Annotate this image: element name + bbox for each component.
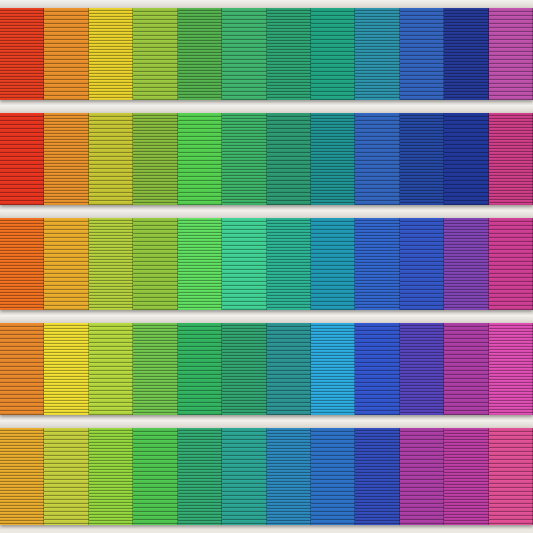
window-blind	[355, 323, 400, 415]
window-blind	[399, 218, 445, 310]
window-blind	[177, 428, 223, 525]
window-blind	[444, 8, 489, 100]
window-blind	[310, 218, 356, 310]
window-blind	[44, 428, 89, 525]
window-blind	[88, 218, 134, 310]
window-blind	[88, 428, 134, 525]
blind-row	[0, 8, 533, 100]
window-blind	[133, 218, 178, 310]
window-blind	[44, 323, 89, 415]
blind-row	[0, 113, 533, 205]
window-blind	[222, 323, 267, 415]
window-blind	[88, 113, 134, 205]
window-blind	[177, 323, 223, 415]
window-blind	[222, 218, 267, 310]
blind-row	[0, 218, 533, 310]
window-blind	[44, 218, 89, 310]
window-blind	[0, 428, 45, 525]
window-blind	[355, 113, 400, 205]
window-blind	[399, 113, 445, 205]
window-blind	[266, 8, 311, 100]
window-blind	[266, 218, 311, 310]
window-blind	[488, 8, 533, 100]
window-blind	[310, 8, 356, 100]
window-blind	[444, 218, 489, 310]
window-blind	[355, 428, 400, 525]
window-blind	[133, 8, 178, 100]
window-blind	[266, 428, 311, 525]
floor-ledge	[0, 0, 533, 8]
window-blind	[488, 428, 533, 525]
window-blind	[88, 8, 134, 100]
window-blind	[177, 218, 223, 310]
window-blind	[133, 323, 178, 415]
floor-ledge	[0, 105, 533, 113]
window-blind	[488, 323, 533, 415]
window-blind	[222, 8, 267, 100]
window-blind	[399, 323, 445, 415]
window-blind	[44, 113, 89, 205]
floor-ledge	[0, 315, 533, 323]
window-blind	[355, 218, 400, 310]
window-blind	[222, 428, 267, 525]
window-blind	[399, 428, 445, 525]
window-blind	[177, 8, 223, 100]
window-blind	[133, 428, 178, 525]
blind-row	[0, 323, 533, 415]
window-blind	[355, 8, 400, 100]
window-blind	[0, 8, 45, 100]
window-blind	[444, 323, 489, 415]
window-blind	[222, 113, 267, 205]
floor-ledge	[0, 420, 533, 428]
blind-row	[0, 428, 533, 525]
window-blind	[266, 323, 311, 415]
window-blind	[177, 113, 223, 205]
window-blind	[444, 428, 489, 525]
window-blind	[133, 113, 178, 205]
window-blind	[488, 218, 533, 310]
window-blind	[0, 323, 45, 415]
window-blind	[310, 113, 356, 205]
window-blind	[0, 113, 45, 205]
window-blind	[488, 113, 533, 205]
window-blind	[399, 8, 445, 100]
window-blind	[266, 113, 311, 205]
window-blind	[444, 113, 489, 205]
window-blind	[310, 428, 356, 525]
floor-ledge	[0, 210, 533, 218]
window-blind	[310, 323, 356, 415]
window-blind	[88, 323, 134, 415]
window-blind	[44, 8, 89, 100]
window-blind	[0, 218, 45, 310]
